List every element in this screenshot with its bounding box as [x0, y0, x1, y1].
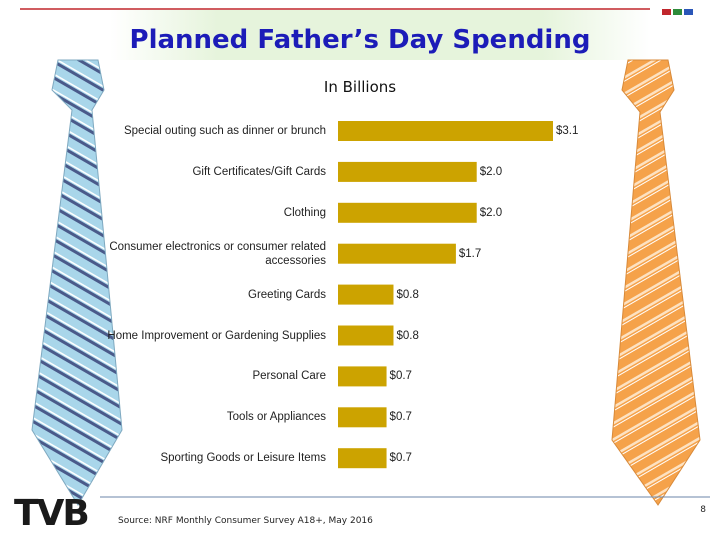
logo: TVB: [14, 493, 88, 534]
slide-title: Planned Father’s Day Spending: [130, 25, 591, 55]
category-label: Personal Care: [252, 370, 326, 383]
category-label: Tools or Appliances: [226, 411, 326, 424]
bar: [338, 202, 477, 223]
bar: [338, 121, 553, 141]
value-label: $0.7: [389, 370, 412, 383]
category-label: Greeting Cards: [248, 288, 326, 301]
bar: [338, 407, 387, 428]
source-note: Source: NRF Monthly Consumer Survey A18+…: [118, 516, 373, 526]
bar: [338, 284, 394, 305]
value-label: $0.7: [389, 452, 412, 465]
value-label: $0.8: [396, 329, 419, 342]
blue-tie: [31, 59, 123, 506]
square-green: [673, 9, 682, 15]
value-label: $3.1: [556, 125, 579, 137]
value-label: $0.7: [389, 411, 412, 424]
bars: [338, 121, 553, 469]
value-label: $2.0: [479, 165, 503, 178]
value-label: $1.7: [458, 247, 482, 260]
title-banner: [110, 10, 650, 60]
square-blue: [684, 9, 693, 15]
category-label: Special outing such as dinner or brunch: [123, 125, 326, 137]
page-number: 8: [700, 505, 706, 515]
category-label: Gift Certificates/Gift Cards: [192, 165, 326, 178]
chart-subtitle: In Billions: [324, 78, 396, 96]
square-red: [662, 9, 671, 15]
bar: [338, 325, 394, 346]
category-label: Consumer electronics or consumer related…: [109, 240, 326, 267]
category-label: Home Improvement or Gardening Supplies: [107, 329, 326, 342]
category-label: Sporting Goods or Leisure Items: [160, 452, 326, 465]
value-label: $0.8: [396, 288, 419, 301]
orange-tie: [611, 59, 701, 506]
category-label: Clothing: [283, 206, 326, 219]
bar: [338, 243, 456, 264]
bar: [338, 161, 477, 182]
bar: [338, 366, 387, 387]
value-label: $2.0: [479, 206, 503, 219]
bar: [338, 448, 387, 469]
